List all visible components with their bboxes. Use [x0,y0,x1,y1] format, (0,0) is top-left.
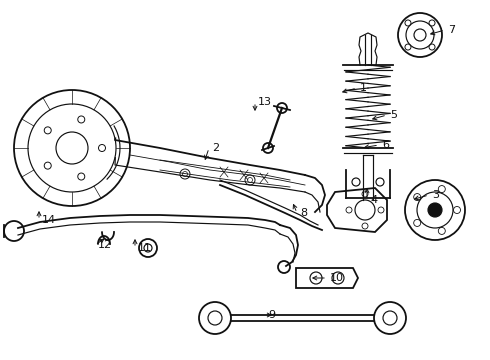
Text: 8: 8 [300,208,307,218]
Text: 5: 5 [390,110,397,120]
Text: 6: 6 [382,140,389,150]
Text: 9: 9 [268,310,275,320]
Text: 12: 12 [98,240,112,250]
Text: 3: 3 [432,190,439,200]
Text: 11: 11 [138,243,152,253]
Text: 10: 10 [330,273,344,283]
Text: 4: 4 [370,195,377,205]
Text: 7: 7 [448,25,455,35]
Text: 13: 13 [258,97,272,107]
Text: 14: 14 [42,215,56,225]
Text: 1: 1 [360,83,367,93]
Text: 2: 2 [212,143,219,153]
Circle shape [428,203,442,217]
